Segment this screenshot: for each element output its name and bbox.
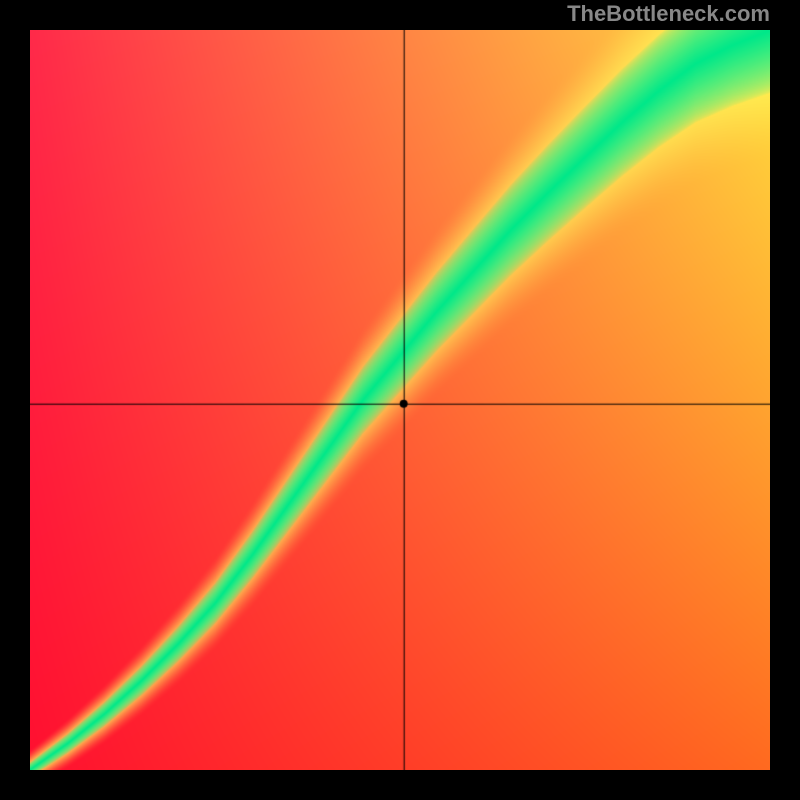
watermark-text: TheBottleneck.com: [567, 1, 770, 27]
bottleneck-heatmap: [30, 30, 770, 770]
